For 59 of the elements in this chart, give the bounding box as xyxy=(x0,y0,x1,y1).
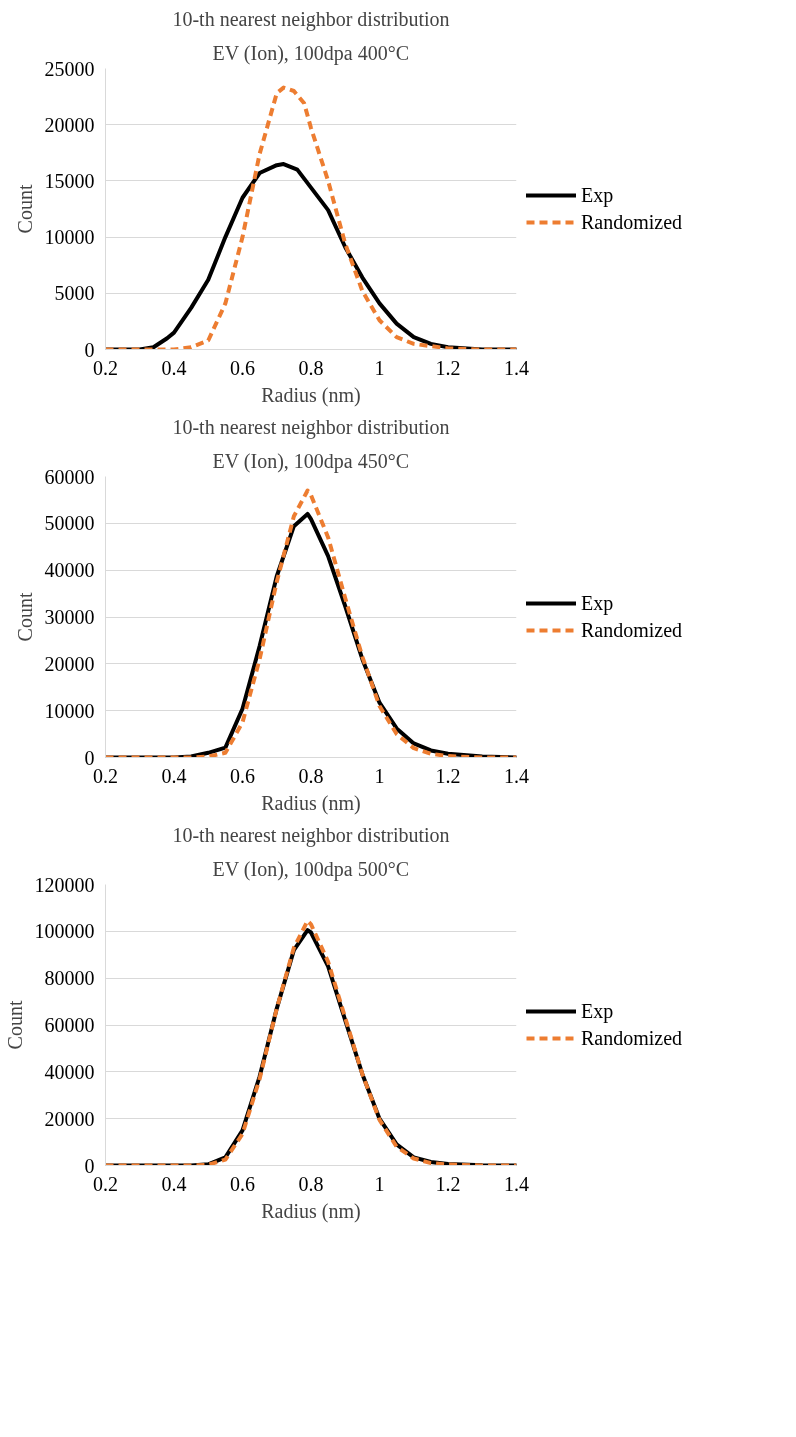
y-tick-label: 30000 xyxy=(44,606,95,628)
y-tick-label: 15000 xyxy=(44,169,95,192)
y-tick-label: 60000 xyxy=(44,1014,95,1036)
y-tick-label: 40000 xyxy=(44,559,95,582)
y-tick-label: 60000 xyxy=(44,465,95,488)
x-tick-label: 1 xyxy=(374,764,385,787)
x-tick-label: 1 xyxy=(374,356,385,379)
x-tick-label: 1.2 xyxy=(435,1172,461,1195)
x-tick-label: 0.8 xyxy=(298,356,324,379)
x-tick-label: 0.4 xyxy=(161,356,187,379)
y-tick-label: 10000 xyxy=(44,699,95,722)
legend-label: Exp xyxy=(581,591,614,615)
y-tick-label: 20000 xyxy=(44,652,95,675)
legend-label: Exp xyxy=(581,183,614,207)
x-axis-title: Radius (nm) xyxy=(261,383,361,407)
legend-label: Exp xyxy=(581,999,614,1023)
y-tick-label: 80000 xyxy=(44,967,95,990)
x-tick-label: 1.2 xyxy=(435,764,461,787)
x-tick-label: 1.4 xyxy=(504,356,529,379)
chart-subtitle: EV (Ion), 100dpa 400°C xyxy=(212,41,410,65)
legend-label: Randomized xyxy=(581,1026,683,1050)
chart-title: 10-th nearest neighbor distribution xyxy=(172,823,450,847)
x-tick-label: 0.2 xyxy=(93,1172,118,1195)
x-tick-label: 0.6 xyxy=(230,764,255,787)
y-tick-label: 100000 xyxy=(34,920,95,943)
y-tick-label: 0 xyxy=(84,1154,95,1177)
chart-title: 10-th nearest neighbor distribution xyxy=(172,7,450,31)
y-tick-label: 5000 xyxy=(54,282,95,305)
x-tick-label: 1.4 xyxy=(504,1172,529,1195)
y-tick-label: 10000 xyxy=(44,226,95,249)
legend-label: Randomized xyxy=(581,618,683,642)
x-tick-label: 0.6 xyxy=(230,356,255,379)
x-tick-label: 1.2 xyxy=(435,356,461,379)
y-axis-title: Count xyxy=(3,1000,26,1050)
y-tick-label: 20000 xyxy=(44,113,95,136)
x-tick-label: 1.4 xyxy=(504,764,529,787)
x-tick-label: 0.2 xyxy=(93,356,118,379)
y-tick-label: 40000 xyxy=(44,1060,95,1083)
y-tick-label: 25000 xyxy=(44,57,95,80)
chart-title: 10-th nearest neighbor distribution xyxy=(172,415,450,439)
x-axis-title: Radius (nm) xyxy=(261,1199,361,1223)
chart-subtitle: EV (Ion), 100dpa 450°C xyxy=(212,449,410,473)
y-axis-title: Count xyxy=(13,184,36,234)
x-tick-label: 0.6 xyxy=(230,1172,255,1195)
y-tick-label: 120000 xyxy=(34,873,95,896)
x-tick-label: 0.4 xyxy=(161,1172,187,1195)
legend-label: Randomized xyxy=(581,210,683,234)
x-axis-title: Radius (nm) xyxy=(261,791,361,815)
y-tick-label: 50000 xyxy=(44,512,95,535)
chart-subtitle: EV (Ion), 100dpa 500°C xyxy=(212,857,410,881)
y-tick-label: 20000 xyxy=(44,1107,95,1130)
y-axis-title: Count xyxy=(13,592,36,642)
x-tick-label: 0.8 xyxy=(298,764,324,787)
x-tick-label: 1 xyxy=(374,1172,385,1195)
x-tick-label: 0.4 xyxy=(161,764,187,787)
x-tick-label: 0.8 xyxy=(298,1172,324,1195)
x-tick-label: 0.2 xyxy=(93,764,118,787)
y-tick-label: 0 xyxy=(84,338,95,361)
y-tick-label: 0 xyxy=(84,746,95,769)
